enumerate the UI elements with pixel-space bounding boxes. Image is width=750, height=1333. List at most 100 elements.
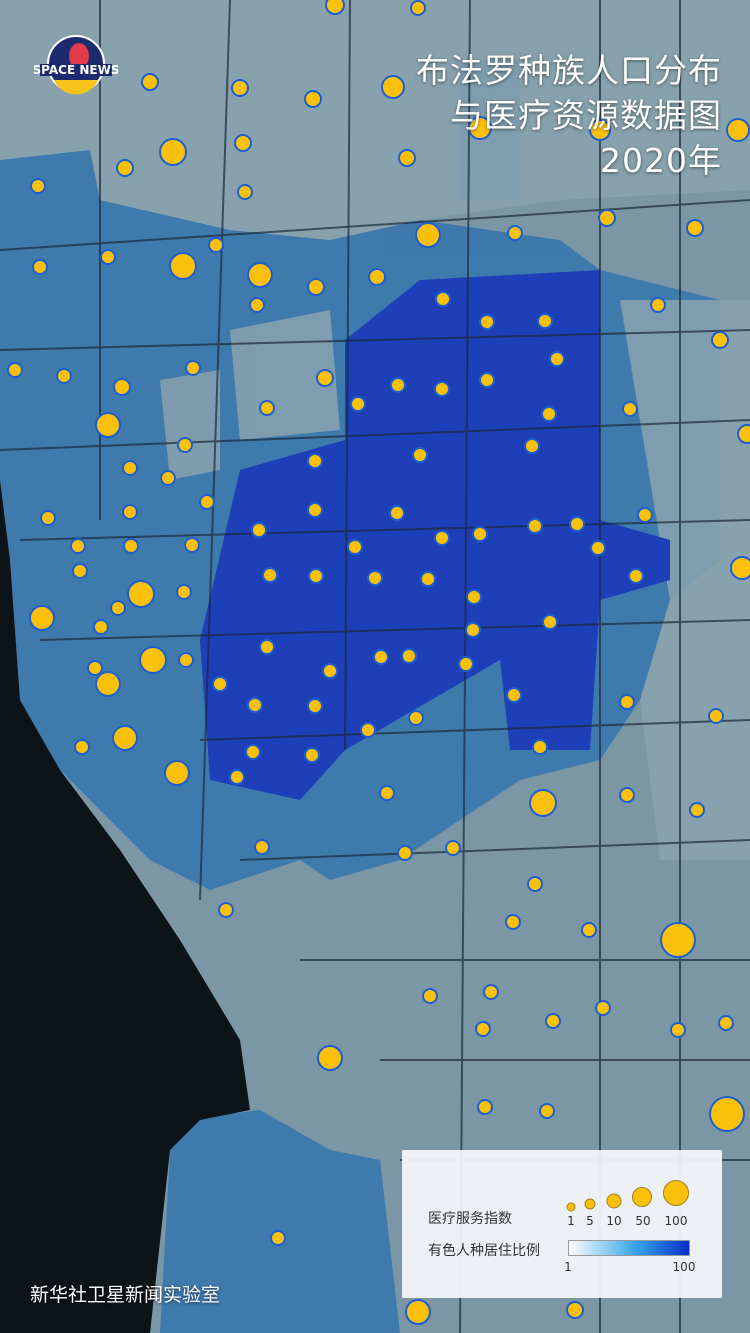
legend-bubble-10 (606, 1193, 622, 1209)
medical-marker (304, 90, 322, 108)
medical-tick: 10 (606, 1214, 622, 1228)
medical-marker (524, 438, 540, 454)
medical-tick: 5 (586, 1214, 594, 1228)
medical-marker (259, 400, 275, 416)
medical-marker (466, 589, 482, 605)
medical-marker (628, 568, 644, 584)
medical-tick: 1 (567, 1214, 575, 1228)
medical-marker (122, 504, 138, 520)
medical-marker (711, 331, 729, 349)
medical-marker (127, 580, 155, 608)
medical-marker (434, 530, 450, 546)
medical-marker (123, 538, 139, 554)
ratio-min: 1 (564, 1260, 572, 1274)
medical-marker (184, 537, 200, 553)
medical-marker (670, 1022, 686, 1038)
map-title: 布法罗种族人口分布 与医疗资源数据图 2020年 (416, 48, 722, 183)
legend-bubble-50 (632, 1187, 652, 1207)
medical-marker (397, 845, 413, 861)
ratio-max: 100 (672, 1260, 696, 1274)
medical-marker (458, 656, 474, 672)
medical-marker (527, 876, 543, 892)
medical-marker (479, 314, 495, 330)
medical-marker (389, 505, 405, 521)
medical-marker (29, 605, 55, 631)
medical-marker (730, 556, 750, 580)
medical-marker (506, 687, 522, 703)
medical-marker (30, 178, 46, 194)
ratio-label: 有色人种居住比例 (428, 1243, 540, 1259)
medical-marker (569, 516, 585, 532)
medical-marker (159, 138, 187, 166)
medical-marker (373, 649, 389, 665)
medical-marker (505, 914, 521, 930)
medical-marker (539, 1103, 555, 1119)
medical-marker (72, 563, 88, 579)
medical-marker (379, 785, 395, 801)
medical-marker (367, 570, 383, 586)
medical-marker (483, 984, 499, 1000)
medical-tick: 50 (635, 1214, 651, 1228)
medical-marker (527, 518, 543, 534)
medical-marker (537, 313, 553, 329)
medical-marker (708, 708, 724, 724)
medical-marker (718, 1015, 734, 1031)
medical-marker (390, 377, 406, 393)
medical-marker (435, 291, 451, 307)
medical-marker (415, 222, 441, 248)
title-line-2: 与医疗资源数据图 (450, 96, 722, 135)
medical-marker (350, 396, 366, 412)
medical-marker (247, 697, 263, 713)
medical-marker (422, 988, 438, 1004)
medical-marker (347, 539, 363, 555)
legend: 医疗服务指数 1 5 10 50 100 有色人种居住比例 1 100 (402, 1150, 722, 1298)
medical-marker (479, 372, 495, 388)
medical-marker (686, 219, 704, 237)
medical-marker (234, 134, 252, 152)
medical-marker (229, 769, 245, 785)
medical-marker (381, 75, 405, 99)
medical-marker (141, 73, 159, 91)
medical-marker (139, 646, 167, 674)
medical-marker (650, 297, 666, 313)
legend-bubble-5 (584, 1198, 596, 1210)
medical-marker (737, 424, 750, 444)
medical-marker (237, 184, 253, 200)
medical-marker (541, 406, 557, 422)
medical-marker (660, 922, 696, 958)
medical-marker (316, 369, 334, 387)
lake-erie (0, 480, 250, 1333)
medical-marker (304, 747, 320, 763)
medical-marker (598, 209, 616, 227)
medical-marker (110, 600, 126, 616)
medical-marker (169, 252, 197, 280)
medical-marker (590, 540, 606, 556)
medical-marker (307, 502, 323, 518)
medical-marker (434, 381, 450, 397)
medical-marker (87, 660, 103, 676)
medical-marker (408, 710, 424, 726)
medical-marker (100, 249, 116, 265)
medical-marker (218, 902, 234, 918)
medical-marker (160, 470, 176, 486)
medical-marker (398, 149, 416, 167)
medical-marker (637, 507, 653, 523)
medical-marker (322, 663, 338, 679)
svg-text:SPACE NEWS: SPACE NEWS (34, 63, 118, 77)
medical-marker (177, 437, 193, 453)
medical-marker (619, 787, 635, 803)
medical-marker (185, 360, 201, 376)
medical-marker (307, 698, 323, 714)
medical-marker (70, 538, 86, 554)
medical-marker (164, 760, 190, 786)
medical-index-label: 医疗服务指数 (428, 1211, 512, 1227)
medical-marker (465, 622, 481, 638)
medical-marker (307, 453, 323, 469)
medical-marker (368, 268, 386, 286)
medical-marker (475, 1021, 491, 1037)
medical-marker (401, 648, 417, 664)
medical-marker (468, 116, 492, 140)
medical-marker (254, 839, 270, 855)
medical-marker (178, 652, 194, 668)
